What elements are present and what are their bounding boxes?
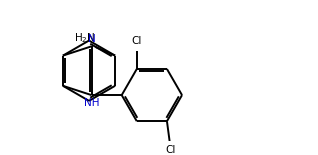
Text: Cl: Cl <box>166 145 176 155</box>
Text: N: N <box>88 34 96 44</box>
Text: NH: NH <box>84 98 100 108</box>
Text: H$_2$N: H$_2$N <box>73 32 95 45</box>
Text: Cl: Cl <box>132 36 142 46</box>
